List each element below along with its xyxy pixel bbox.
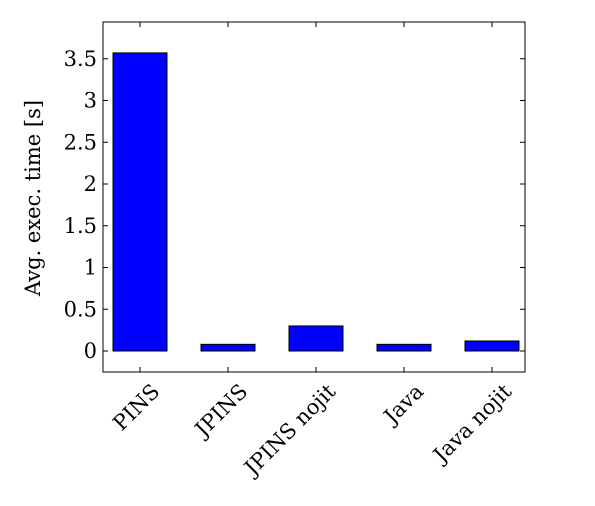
bar (200, 343, 256, 352)
y-axis-title: Avg. exec. time [s] (21, 100, 45, 297)
y-tick-label: 0 (84, 339, 97, 363)
x-tick-label: PINS (108, 379, 164, 435)
x-tick-label: Java (378, 379, 428, 429)
bar (288, 325, 344, 352)
bar (376, 343, 432, 352)
plot-frame (102, 21, 526, 373)
y-tick-label: 1 (84, 256, 97, 280)
y-tick-label: 2 (84, 172, 97, 196)
bar (464, 340, 520, 352)
y-tick-label: 2.5 (64, 130, 97, 154)
x-tick-label: JPINS (189, 379, 252, 442)
y-tick-label: 3 (84, 89, 97, 113)
y-axis-ticks: 0 0.5 1 1.5 2 2.5 3 3.5 (64, 47, 525, 363)
y-tick-label: 1.5 (64, 214, 97, 238)
x-tick-label: JPINS nojit (238, 379, 340, 481)
bar (112, 52, 168, 352)
y-tick-label: 3.5 (64, 47, 97, 71)
y-tick-label: 0.5 (64, 297, 97, 321)
bars (112, 52, 520, 352)
x-tick-label: Java nojit (427, 379, 516, 468)
